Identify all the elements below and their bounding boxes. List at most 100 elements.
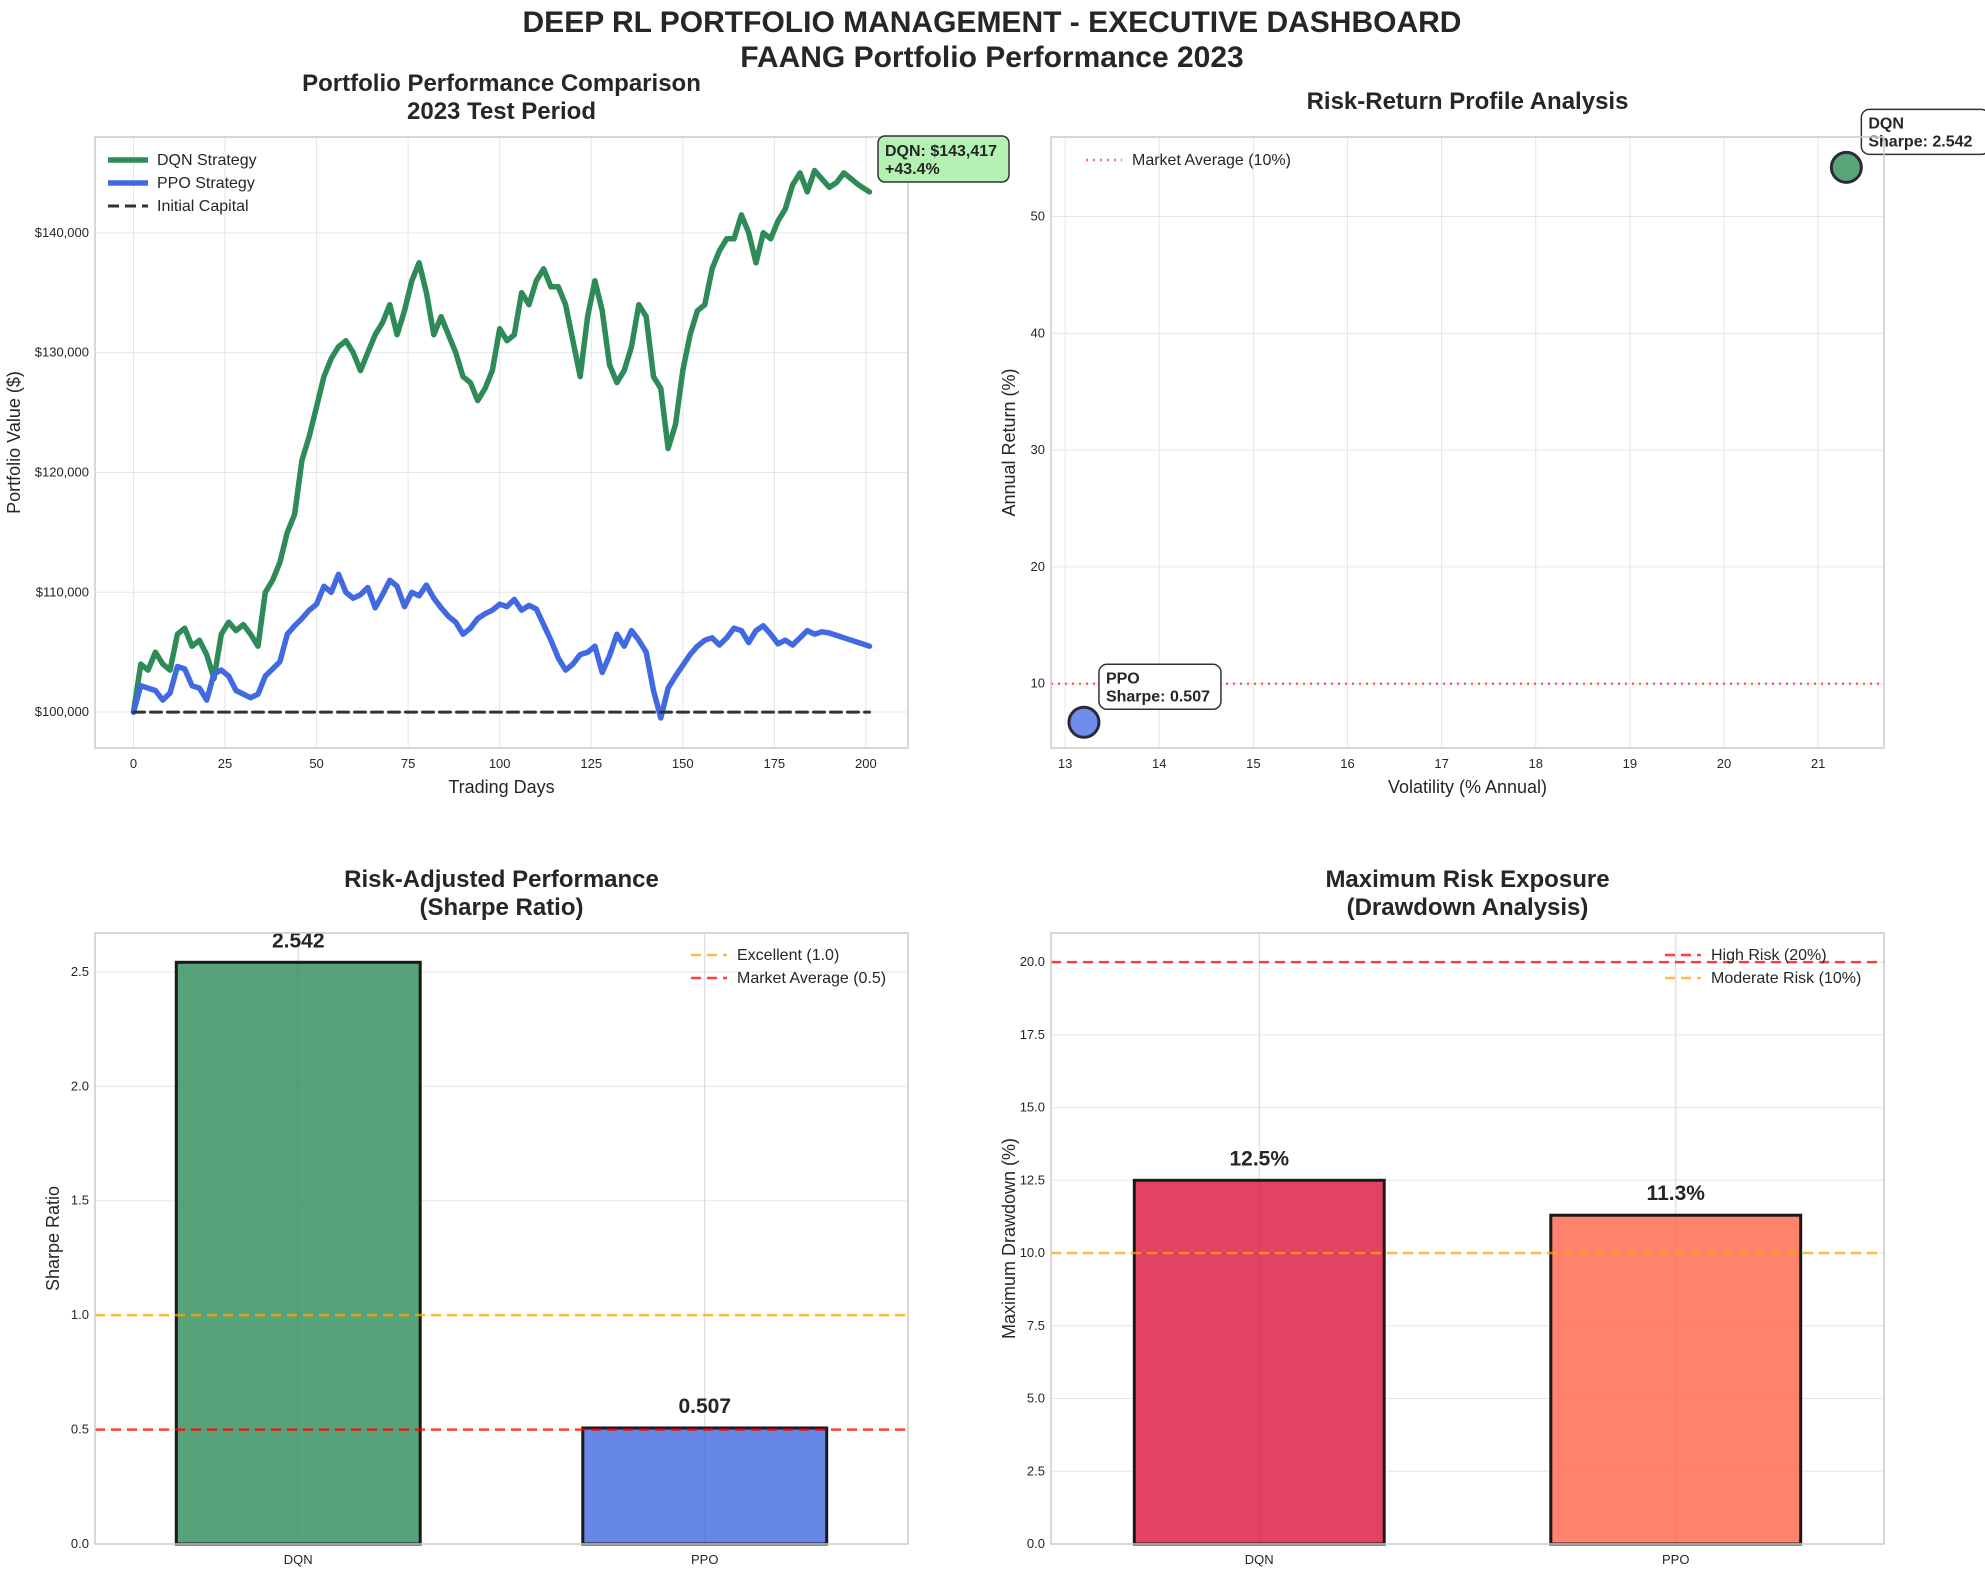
x-tick-label: 150: [672, 756, 694, 771]
y-tick-label: 0.0: [1027, 1536, 1045, 1551]
x-tick-label: PPO: [691, 1552, 718, 1567]
annotation-text: DQN: $143,417: [885, 143, 997, 160]
ppo-point: [1067, 705, 1101, 739]
point-label: PPO: [1106, 670, 1140, 687]
legend-label: Market Average (0.5): [737, 970, 886, 987]
x-tick-label: 21: [1811, 756, 1825, 771]
plot-area: [1051, 137, 1884, 748]
x-axis-label: Trading Days: [448, 777, 554, 797]
point-label: Sharpe: 2.542: [1868, 133, 1972, 150]
y-tick-label: 0.5: [71, 1422, 89, 1437]
plot-frame: [94, 136, 909, 749]
y-tick-label: 20.0: [1020, 954, 1045, 969]
chart-title: Maximum Risk Exposure: [1325, 866, 1609, 893]
chart-title: Risk-Return Profile Analysis: [1307, 88, 1629, 115]
risk-legend: Market Average (10%): [1086, 152, 1291, 169]
bar-value-label: 12.5%: [1229, 1147, 1289, 1170]
x-tick-label: 75: [401, 756, 415, 771]
y-tick-label: 15.0: [1020, 1100, 1045, 1115]
y-tick-label: 50: [1031, 208, 1045, 223]
x-tick-label: 100: [489, 756, 511, 771]
point-label: DQN: [1868, 115, 1904, 132]
y-tick-label: $130,000: [35, 345, 89, 360]
y-tick-label: $140,000: [35, 225, 89, 240]
x-tick-label: 15: [1246, 756, 1260, 771]
x-tick-label: 50: [309, 756, 323, 771]
y-tick-label: 20: [1031, 559, 1045, 574]
y-tick-label: 2.0: [71, 1078, 89, 1093]
dqn-bar: [174, 960, 422, 1546]
x-tick-label: DQN: [1245, 1552, 1274, 1567]
y-tick-label: 1.0: [71, 1307, 89, 1322]
chart-title: 2023 Test Period: [407, 98, 596, 125]
ppo-bar: [1549, 1213, 1803, 1546]
dqn-point: [1829, 150, 1863, 184]
y-tick-label: 40: [1031, 325, 1045, 340]
sharpe-ratio-chart: Risk-Adjusted Performance(Sharpe Ratio) 0…: [43, 866, 909, 1567]
x-tick-label: 17: [1434, 756, 1448, 771]
y-axis-label: Sharpe Ratio: [43, 1186, 63, 1291]
y-tick-label: 30: [1031, 442, 1045, 457]
ppo-bar: [581, 1426, 829, 1546]
x-tick-label: 25: [218, 756, 232, 771]
chart-title: (Sharpe Ratio): [419, 894, 583, 921]
legend-label: Market Average (10%): [1132, 152, 1291, 169]
y-tick-label: 10.0: [1020, 1245, 1045, 1260]
x-tick-label: 14: [1152, 756, 1166, 771]
legend-label: High Risk (20%): [1711, 947, 1827, 964]
y-tick-label: 5.0: [1027, 1391, 1045, 1406]
bar-legend: Excellent (1.0) Market Average (0.5): [691, 947, 886, 987]
bar-value-label: 11.3%: [1647, 1182, 1706, 1205]
drawdown-chart: Maximum Risk Exposure(Drawdown Analysis)…: [999, 866, 1885, 1567]
x-tick-label: 16: [1340, 756, 1354, 771]
y-tick-label: 12.5: [1020, 1172, 1045, 1187]
y-tick-label: $110,000: [36, 584, 89, 599]
x-tick-label: 175: [763, 756, 785, 771]
legend-label: DQN Strategy: [157, 152, 257, 169]
performance-legend: DQN Strategy PPO Strategy Initial Capital: [108, 152, 257, 215]
y-tick-label: 17.5: [1020, 1027, 1045, 1042]
ppo-series-line: [130, 571, 873, 721]
y-tick-label: 10: [1031, 676, 1045, 691]
risk-return-chart: Risk-Return Profile Analysis 13 14 15 16 17 18…: [999, 88, 1985, 797]
dqn-bar: [1132, 1178, 1386, 1546]
dqn-final-value-annotation: [877, 135, 1010, 183]
y-axis-label: Maximum Drawdown (%): [999, 1138, 1019, 1339]
x-axis-label: Volatility (% Annual): [1388, 777, 1547, 797]
x-tick-label: 0: [130, 756, 137, 771]
dashboard-title-line2: FAANG Portfolio Performance 2023: [740, 41, 1243, 74]
y-tick-label: 7.5: [1027, 1318, 1045, 1333]
y-axis-label: Annual Return (%): [999, 368, 1019, 516]
dqn-point-label-box: [1860, 108, 1985, 156]
dqn-series-line: [130, 167, 873, 715]
bar-value-label: 0.507: [678, 1395, 731, 1418]
plot-frame: [1050, 136, 1885, 749]
y-tick-label: $100,000: [35, 704, 89, 719]
x-tick-label: 18: [1529, 756, 1543, 771]
point-label: Sharpe: 0.507: [1106, 688, 1210, 705]
bar-legend: High Risk (20%) Moderate Risk (10%): [1665, 947, 1861, 987]
chart-title: (Drawdown Analysis): [1347, 894, 1589, 921]
plot-frame: [1050, 932, 1885, 1545]
legend-label: Moderate Risk (10%): [1711, 970, 1861, 987]
legend-label: PPO Strategy: [157, 175, 255, 192]
plot-frame: [94, 932, 909, 1545]
x-tick-label: 200: [855, 756, 877, 771]
y-tick-label: 1.5: [71, 1193, 89, 1208]
chart-title: Risk-Adjusted Performance: [344, 866, 659, 893]
y-tick-label: 2.5: [1027, 1463, 1045, 1478]
y-axis-label: Portfolio Value ($): [4, 371, 24, 514]
chart-title: Portfolio Performance Comparison: [302, 70, 701, 97]
x-tick-label: 19: [1623, 756, 1637, 771]
x-tick-label: 13: [1058, 756, 1072, 771]
y-tick-label: 2.5: [71, 964, 89, 979]
y-tick-label: 0.0: [71, 1536, 89, 1551]
y-tick-label: $120,000: [35, 464, 89, 479]
x-tick-label: PPO: [1662, 1552, 1689, 1567]
x-tick-label: 125: [580, 756, 602, 771]
x-tick-label: 20: [1717, 756, 1731, 771]
ppo-point-label-box: [1098, 663, 1222, 711]
legend-label: Excellent (1.0): [737, 947, 839, 964]
